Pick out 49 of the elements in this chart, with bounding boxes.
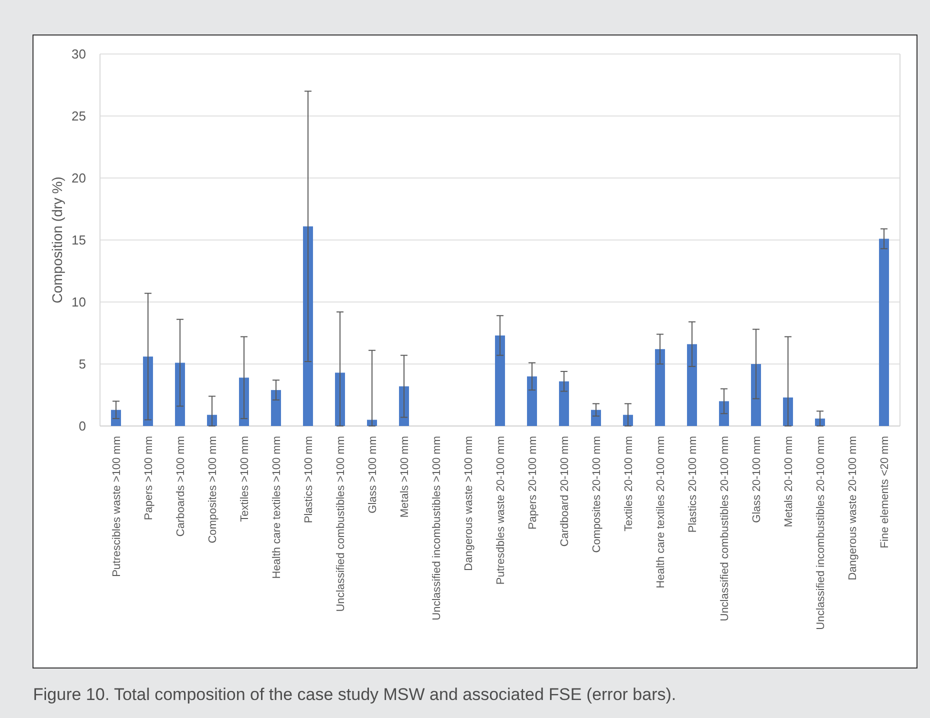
y-axis-title: Composition (dry %) — [49, 176, 65, 304]
x-tick-label: Metals >100 mm — [398, 436, 411, 518]
x-tick-label: Glass >100 mm — [366, 436, 379, 514]
x-tick-label: Dangerous waste 20-100 mm — [846, 436, 859, 580]
x-tick-label: Glass 20-100 mm — [750, 436, 763, 523]
x-tick-label: Unclassified incombustibles >100 mm — [430, 436, 443, 620]
x-tick-label: Putresdbles waste 20-100 mm — [494, 436, 507, 585]
caption: Figure 10. Total composition of the case study MSW and associated FSE (error bars). — [33, 685, 676, 704]
y-tick-label: 20 — [72, 170, 86, 186]
x-tick-label: Plastics >100 mm — [302, 436, 315, 524]
bar — [719, 401, 729, 426]
x-tick-label: Unclassified incombustibles 20-100 mm — [814, 436, 827, 630]
x-tick-label: Composites >100 mm — [206, 436, 219, 544]
x-tick-label: Textiles >100 mm — [238, 436, 251, 522]
y-tick-label: 5 — [78, 356, 86, 372]
x-tick-label: Dangerous waste >100 mm — [462, 436, 475, 571]
bar — [655, 349, 665, 426]
bar — [303, 226, 313, 426]
x-tick-label: Unclassified combustibles >100 mm — [334, 436, 347, 612]
y-tick-label: 15 — [72, 232, 86, 248]
bar — [271, 390, 281, 426]
x-tick-label: Putrescibles waste >100 mm — [110, 436, 123, 577]
y-tick-label: 0 — [78, 418, 86, 434]
bar — [111, 410, 121, 426]
bar — [399, 386, 409, 426]
x-tick-label: Composites 20-100 mm — [590, 436, 603, 553]
bar — [527, 376, 537, 426]
y-tick-label: 25 — [72, 108, 86, 124]
x-tick-label: Health care textiles 20-100 mm — [654, 436, 667, 588]
bar — [591, 410, 601, 426]
x-tick-label: Textiles 20-100 mm — [622, 436, 635, 532]
bar — [559, 381, 569, 426]
x-tick-label: Fine elements <20 mm — [878, 436, 891, 548]
bar — [175, 362, 185, 426]
bar — [495, 335, 505, 426]
bar — [239, 378, 249, 426]
x-tick-label: Plastics 20-100 mm — [686, 436, 699, 533]
x-tick-label: Carboards >100 mm — [174, 436, 187, 537]
x-tick-label: Papers >100 mm — [142, 436, 155, 520]
x-tick-label: Metals 20-100 mm — [782, 436, 795, 528]
x-tick-label: Cardboard 20-100 mm — [558, 436, 571, 547]
bar — [879, 238, 889, 426]
x-tick-label: Papers 20-100 mm — [526, 436, 539, 530]
y-tick-label: 10 — [72, 294, 86, 310]
x-tick-label: Unclassified combustibles 20-100 mm — [718, 436, 731, 622]
bar — [751, 364, 761, 426]
x-tick-label: Health care textiles >100 mm — [270, 436, 283, 579]
y-tick-label: 30 — [72, 46, 86, 62]
bar — [687, 344, 697, 426]
